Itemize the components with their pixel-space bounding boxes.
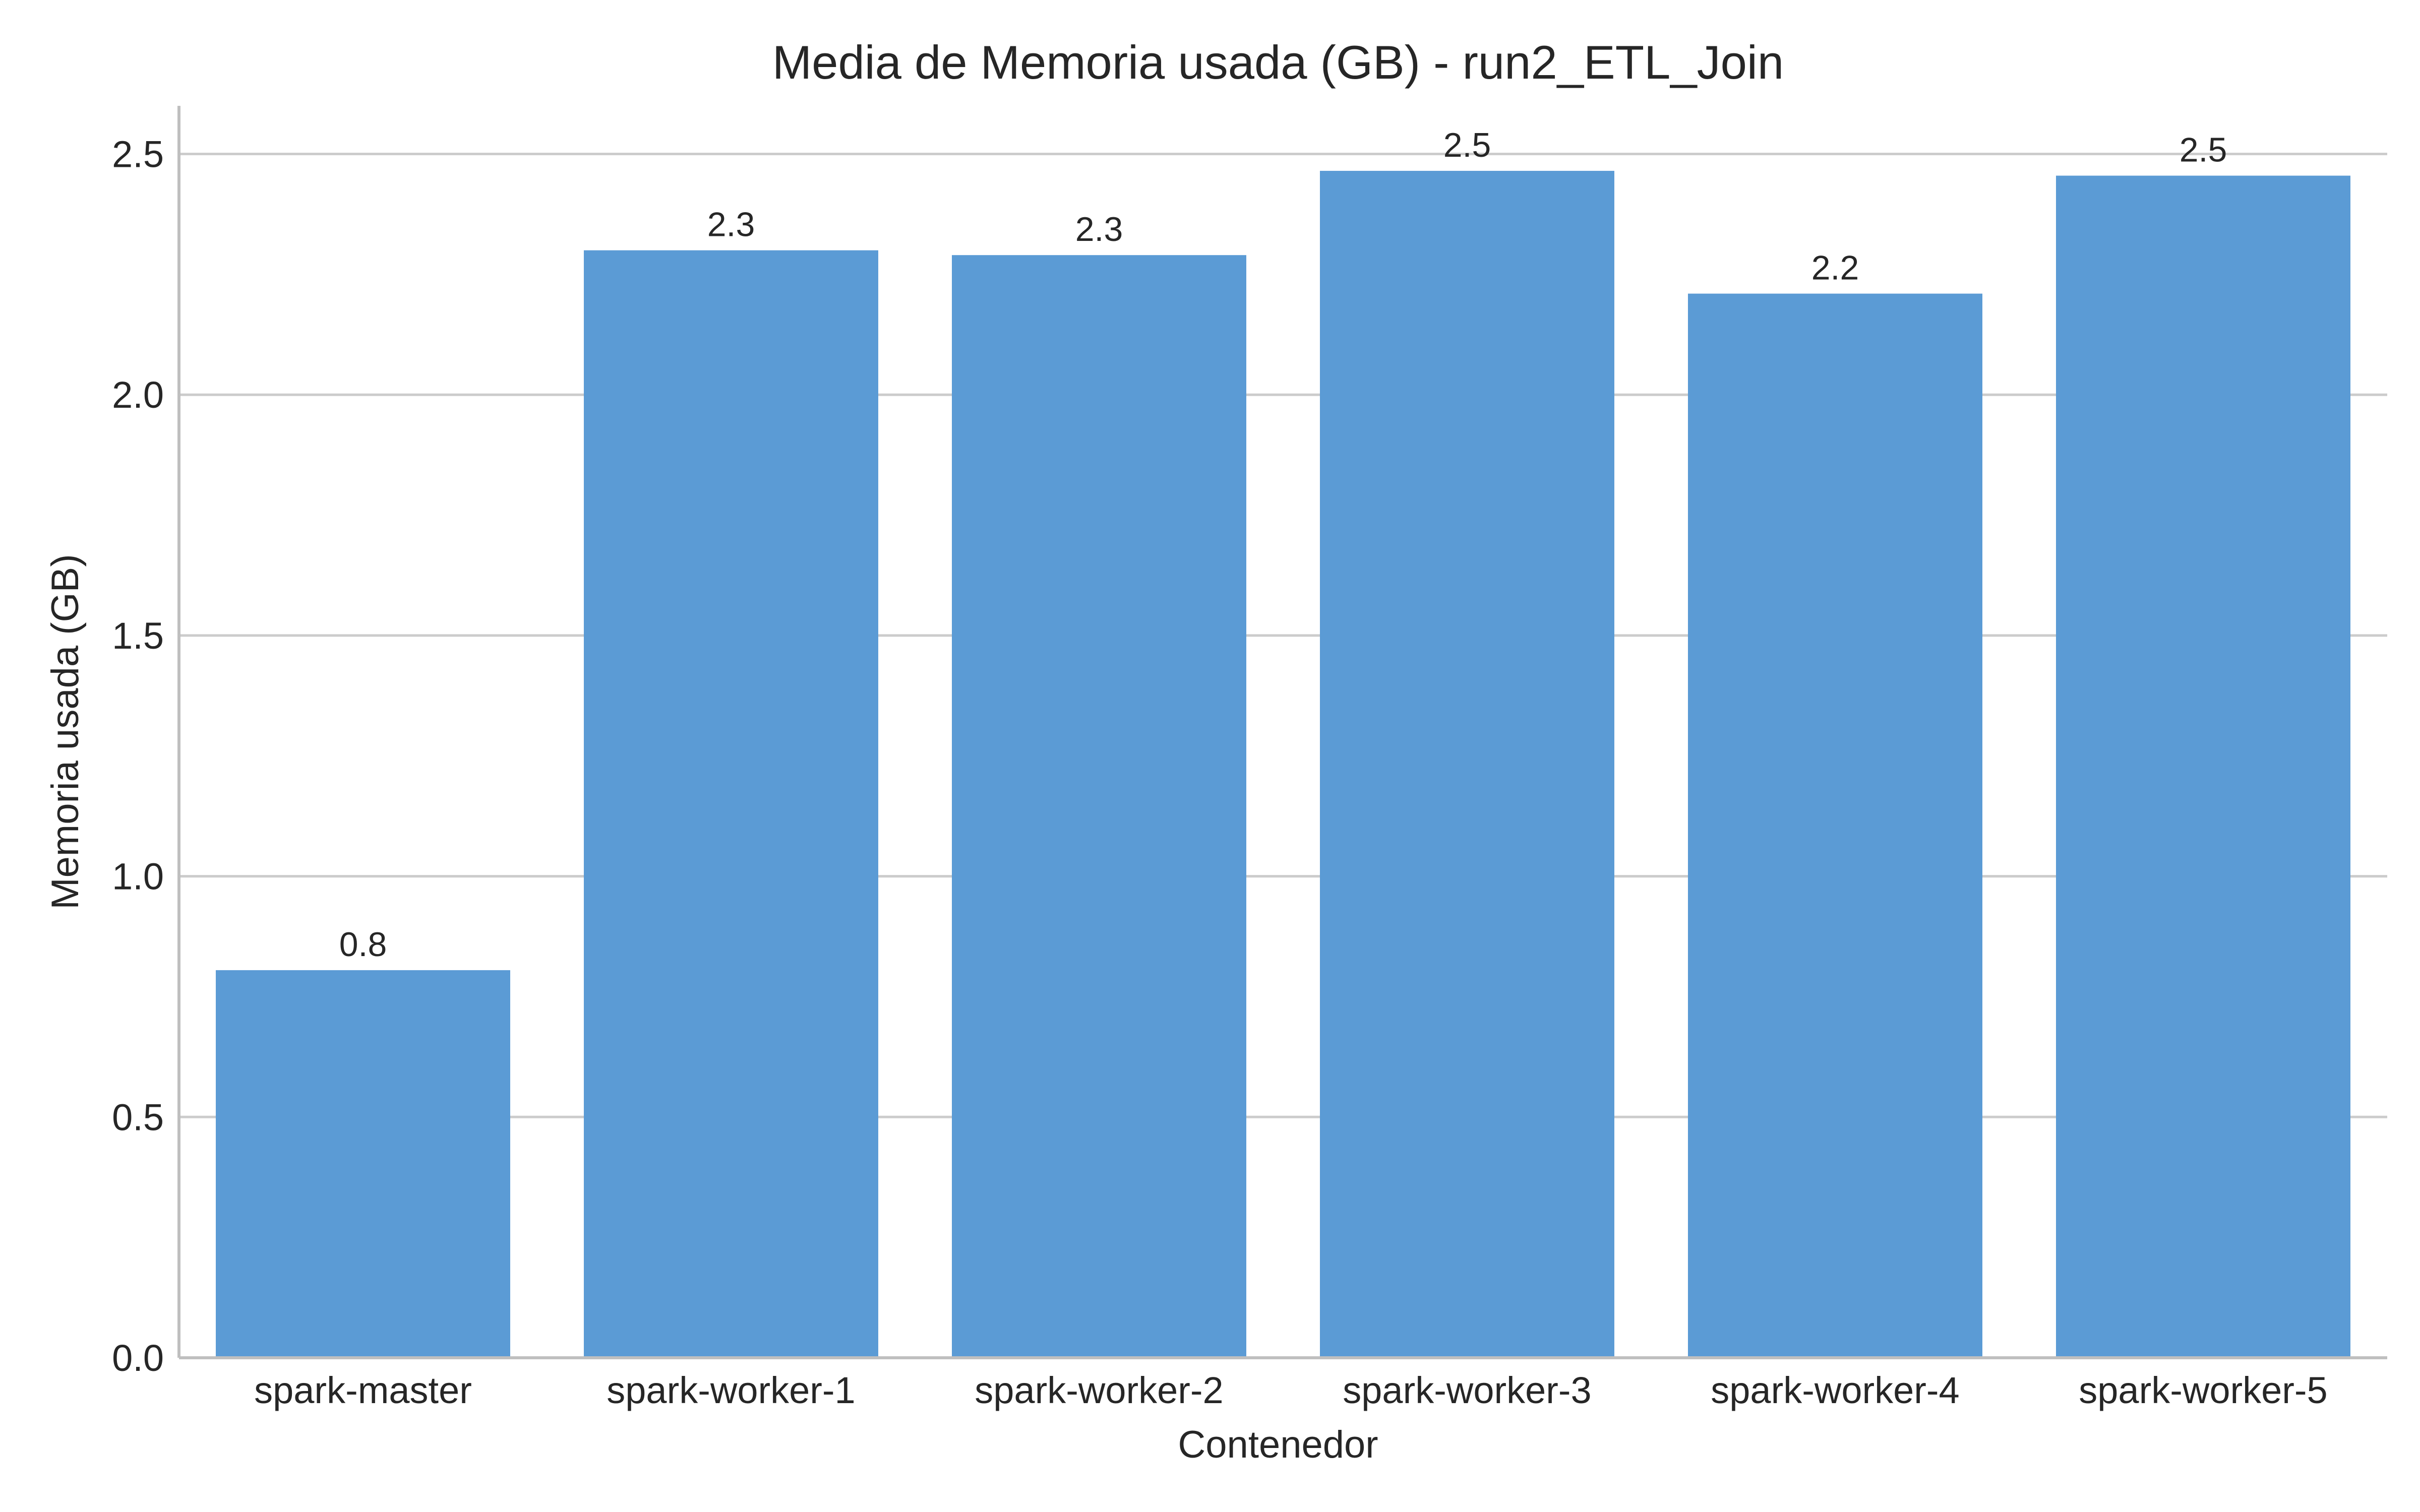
data-label: 2.2 — [1811, 249, 1859, 287]
data-label: 2.5 — [2180, 131, 2227, 169]
x-tick-label: spark-worker-5 — [2079, 1369, 2327, 1411]
bar-spark-worker-3 — [1320, 170, 1614, 1358]
y-tick-label: 1.5 — [112, 615, 164, 657]
data-label: 2.5 — [1443, 126, 1491, 164]
data-label: 2.3 — [707, 206, 755, 244]
bar-spark-master — [216, 970, 510, 1358]
bars — [216, 170, 2350, 1358]
y-tick-label: 2.0 — [112, 374, 164, 416]
y-tick-label: 0.5 — [112, 1096, 164, 1138]
x-tick-label: spark-worker-1 — [607, 1369, 855, 1411]
x-axis-label: Contenedor — [1178, 1423, 1378, 1466]
x-tick-labels: spark-master spark-worker-1 spark-worker-2… — [254, 1369, 2328, 1411]
data-label: 0.8 — [339, 925, 387, 964]
x-tick-label: spark-worker-4 — [1711, 1369, 1959, 1411]
data-label: 2.3 — [1075, 210, 1123, 248]
x-tick-label: spark-master — [254, 1369, 472, 1411]
y-tick-label: 1.0 — [112, 856, 164, 898]
y-tick-label: 2.5 — [112, 134, 164, 175]
y-tick-labels: 0.0 0.5 1.0 1.5 2.0 2.5 — [112, 134, 164, 1379]
bar-spark-worker-5 — [2056, 175, 2350, 1358]
x-tick-label: spark-worker-3 — [1343, 1369, 1591, 1411]
grid-lines — [179, 153, 2387, 1118]
bar-spark-worker-4 — [1688, 293, 1982, 1358]
bar-spark-worker-2 — [952, 255, 1246, 1358]
bar-spark-worker-1 — [584, 250, 878, 1358]
axes — [177, 106, 2387, 1359]
chart-title: Media de Memoria usada (GB) - run2_ETL_J… — [772, 36, 1784, 89]
data-labels: 0.8 2.3 2.3 2.5 2.2 2.5 — [339, 126, 2227, 964]
x-tick-label: spark-worker-2 — [975, 1369, 1223, 1411]
y-axis-label: Memoria usada (GB) — [44, 554, 87, 909]
y-tick-label: 0.0 — [112, 1337, 164, 1379]
